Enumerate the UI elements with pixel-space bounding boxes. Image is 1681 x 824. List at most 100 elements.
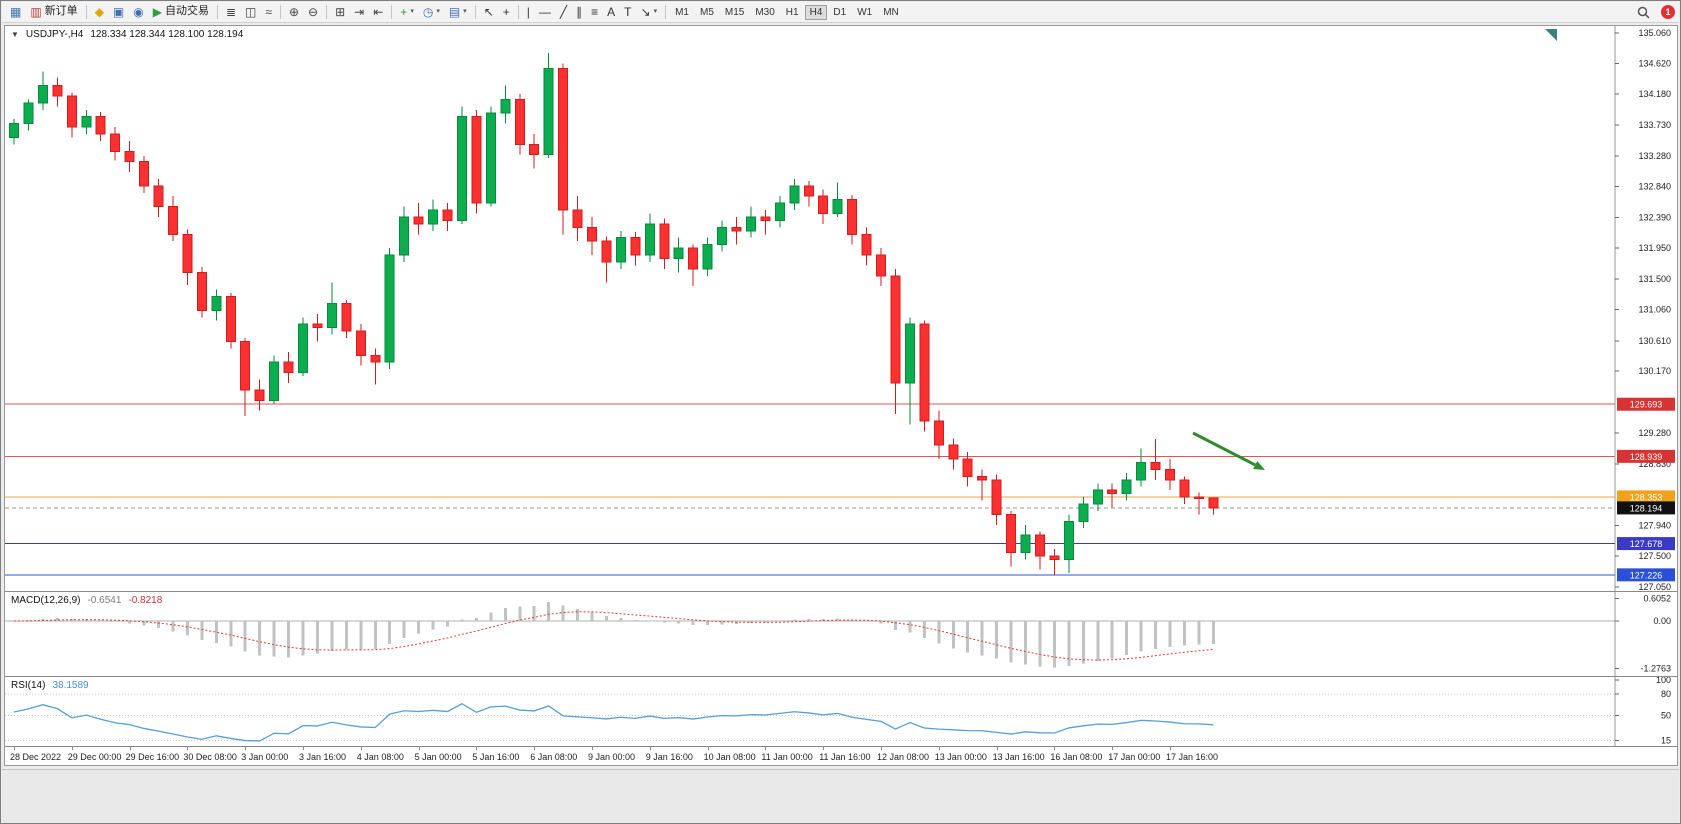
time-tick — [707, 747, 709, 750]
time-axis-label: 13 Jan 16:00 — [992, 752, 1045, 762]
candle — [977, 475, 988, 481]
time-axis-label: 30 Dec 08:00 — [183, 752, 237, 762]
timeframe-h1-button[interactable]: H1 — [781, 5, 804, 20]
timeframe-w1-button[interactable]: W1 — [852, 5, 877, 20]
timeframe-m1-button[interactable]: M1 — [670, 5, 694, 20]
macd-pane[interactable]: 0.6052 0.00 -1.2763 MACD(12,26,9) -0.6541 … — [5, 592, 1677, 677]
price-badge — [1617, 568, 1675, 582]
price-badge — [1617, 397, 1675, 411]
new-chart-icon[interactable]: ▦ — [6, 4, 25, 20]
candle — [1179, 479, 1190, 498]
toolbar-separator — [517, 5, 519, 19]
macd-chart[interactable]: 0.6052 0.00 -1.2763 — [5, 592, 1677, 677]
toolbar-separator — [85, 5, 87, 19]
candle — [196, 271, 207, 311]
candle — [514, 98, 525, 145]
rsi-pane[interactable]: 100 80 50 15 RSI(14) 38.1589 — [5, 677, 1677, 747]
text-label-icon: T — [624, 5, 632, 19]
chevron-down-icon: ▾ — [436, 7, 440, 15]
timeframe-mn-button[interactable]: MN — [878, 5, 904, 20]
timeframe-h4-button[interactable]: H4 — [804, 4, 828, 20]
time-axis-label: 6 Jan 08:00 — [530, 752, 578, 762]
timeframe-m5-button[interactable]: M5 — [695, 5, 719, 20]
chevron-down-icon: ▾ — [463, 7, 467, 15]
timeframe-m30-button[interactable]: M30 — [750, 5, 779, 20]
collapse-toggle-icon[interactable]: ▼ — [11, 30, 19, 39]
macd-tick-label: 0.00 — [1653, 616, 1671, 626]
candlestick-chart-icon[interactable]: ◫ — [241, 4, 260, 20]
periods-icon[interactable]: ◷ ▾ — [419, 4, 444, 20]
toolbar-separator — [279, 5, 281, 19]
autotrading-button[interactable]: ▶ 自动交易 — [149, 3, 213, 20]
tile-windows-icon[interactable]: ⊞ — [331, 4, 349, 20]
price-tick-label: 133.730 — [1638, 120, 1671, 130]
time-tick — [245, 747, 247, 750]
price-tick-label: 127.500 — [1638, 551, 1671, 561]
candle — [601, 240, 612, 263]
time-tick — [765, 747, 767, 750]
trend-arrow-head[interactable] — [1253, 460, 1265, 470]
trend-arrow-annotation[interactable] — [1192, 431, 1256, 467]
vertical-line-icon[interactable]: | — [523, 4, 534, 20]
candle — [254, 389, 265, 401]
auto-scroll-icon[interactable]: ⇥ — [350, 4, 368, 20]
strategy-tester-icon[interactable]: ◉ — [129, 4, 147, 20]
chart-frame: 135.060 134.620 134.180 133.730 133.280 132.8… — [4, 25, 1678, 766]
new-order-button[interactable]: ▥ 新订单 — [26, 3, 81, 20]
candle — [1049, 555, 1060, 560]
candle — [95, 116, 106, 135]
crosshair-icon[interactable]: + — [499, 4, 514, 20]
new-chart-icon: ▦ — [10, 5, 22, 19]
trendline-icon[interactable]: ╱ — [556, 4, 571, 20]
cursor-icon[interactable]: ↖ — [480, 4, 498, 20]
line-chart-icon: ≈ — [265, 5, 272, 19]
timeframe-m15-button[interactable]: M15 — [720, 5, 749, 20]
text-label-icon[interactable]: T — [620, 4, 635, 20]
horizontal-line-icon[interactable]: — — [535, 4, 555, 20]
price-chart[interactable]: 135.060 134.620 134.180 133.730 133.280 132.8… — [5, 26, 1677, 592]
terminal-icon[interactable]: ▣ — [109, 4, 128, 20]
candle — [326, 302, 337, 329]
time-tick — [1054, 747, 1056, 750]
time-axis[interactable]: 28 Dec 2022 29 Dec 00:00 29 Dec 16:00 30 De… — [5, 747, 1677, 765]
candle — [1063, 520, 1074, 560]
candle — [818, 195, 829, 215]
templates-icon[interactable]: ▤ ▾ — [445, 4, 471, 20]
chart-shift-icon[interactable]: ⇤ — [369, 4, 387, 20]
price-badge-label: 128.939 — [1630, 452, 1663, 462]
candle — [876, 254, 886, 277]
zoom-out-icon[interactable]: ⊖ — [304, 4, 322, 20]
scale-marker-icon — [1545, 29, 1557, 41]
candle — [240, 340, 251, 391]
indicators-icon[interactable]: + ▾ — [396, 4, 418, 20]
line-chart-icon[interactable]: ≈ — [261, 4, 276, 20]
arrows-icon[interactable]: ↘ ▾ — [637, 4, 662, 20]
zoom-in-icon: ⊕ — [288, 5, 300, 19]
equidistant-channel-icon[interactable]: ∥ — [572, 4, 586, 20]
price-pane[interactable]: 135.060 134.620 134.180 133.730 133.280 132.8… — [5, 26, 1677, 592]
zoom-in-icon[interactable]: ⊕ — [285, 4, 303, 20]
price-tick-label: 133.280 — [1638, 151, 1671, 161]
candle — [760, 216, 771, 221]
price-badge-label: 128.353 — [1630, 492, 1663, 502]
timeframe-d1-button[interactable]: D1 — [828, 5, 851, 20]
text-icon[interactable]: A — [603, 4, 619, 20]
bar-chart-icon[interactable]: ≣ — [222, 4, 240, 20]
metaeditor-icon[interactable]: ◆ — [91, 4, 108, 20]
candle — [341, 302, 352, 332]
candle — [644, 223, 655, 256]
fibonacci-icon[interactable]: ≡ — [587, 4, 602, 20]
candle — [428, 209, 439, 225]
candle — [1092, 489, 1103, 505]
notifications-badge[interactable]: 1 — [1661, 5, 1675, 19]
search-icon[interactable] — [1633, 4, 1654, 21]
time-tick — [1112, 747, 1114, 750]
candle — [110, 133, 121, 152]
candle — [167, 206, 178, 235]
candle — [1078, 503, 1089, 522]
candle — [1020, 534, 1031, 553]
strategy-tester-icon: ◉ — [133, 5, 144, 19]
candle — [9, 123, 19, 138]
rsi-chart[interactable]: 100 80 50 15 — [5, 677, 1677, 747]
